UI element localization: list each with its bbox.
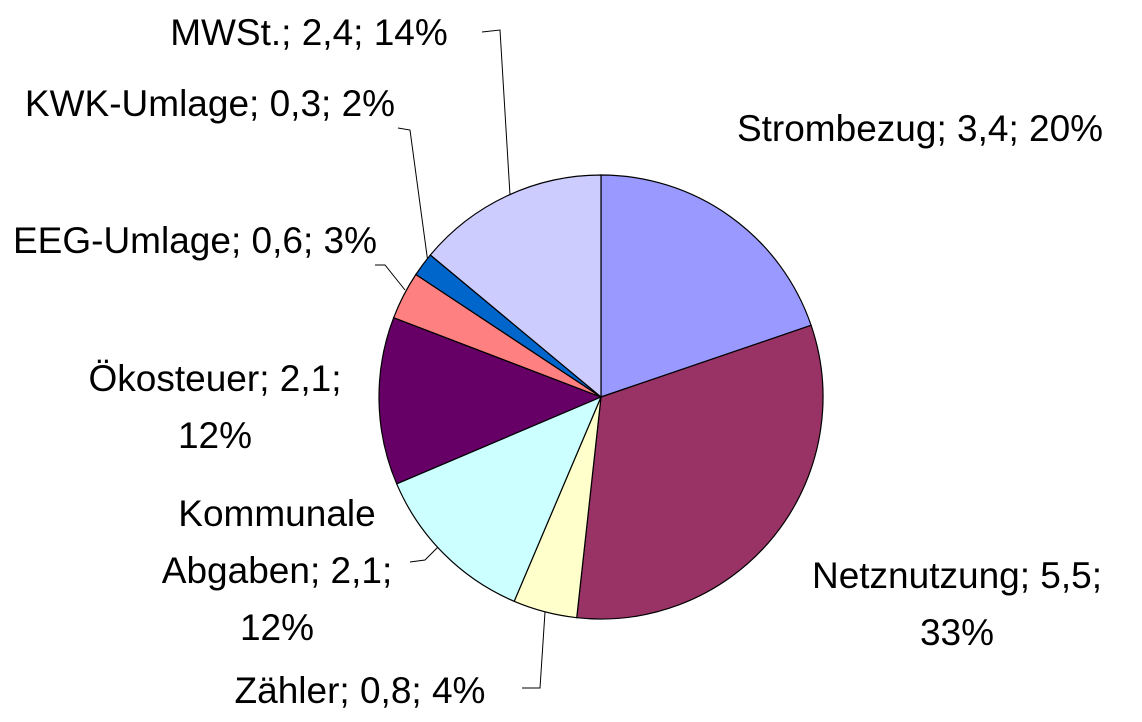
value-label: 0,3 <box>269 83 322 124</box>
leader-line <box>481 29 511 196</box>
category-name: Kommunale Abgaben <box>161 493 376 591</box>
label-separator: ; <box>259 358 280 399</box>
leader-line <box>522 611 546 689</box>
category-name: MWSt. <box>170 12 282 53</box>
data-label: KWK-Umlage; 0,3; 2% <box>15 75 405 132</box>
percent-label: 20% <box>1029 108 1104 149</box>
pie-slice <box>378 316 603 485</box>
percent-label: 3% <box>323 220 377 261</box>
category-name: Ökosteuer <box>88 358 260 399</box>
label-separator: ; <box>230 220 252 261</box>
value-label: 2,1 <box>330 550 382 591</box>
data-label: EEG-Umlage; 0,6; 3% <box>5 212 385 269</box>
label-separator: ; <box>1019 555 1041 596</box>
label-separator: ; <box>411 670 432 711</box>
percent-label: 12% <box>239 607 315 648</box>
percent-label: 2% <box>341 83 396 124</box>
percent-label: 12% <box>177 415 253 456</box>
label-separator: ; <box>281 12 302 53</box>
pie-slice <box>429 174 602 399</box>
leader-line <box>375 264 406 291</box>
data-label: Netznutzung; 5,5; 33% <box>772 547 1142 661</box>
value-label: 2,4 <box>301 12 354 53</box>
leader-line <box>397 127 429 264</box>
data-label: Strombezug; 3,4; 20% <box>735 100 1105 157</box>
value-label: 2,1 <box>279 358 332 399</box>
category-name: Zähler <box>234 670 340 711</box>
pie-slice <box>600 174 812 398</box>
label-separator: ; <box>353 12 374 53</box>
category-name: Strombezug <box>736 108 937 149</box>
category-name: Netznutzung <box>811 555 1020 596</box>
data-label: Ökosteuer; 2,1; 12% <box>55 350 375 464</box>
label-separator: ; <box>381 550 393 591</box>
data-label: Zähler; 0,8; 4% <box>170 662 550 719</box>
label-separator: ; <box>936 108 957 149</box>
value-label: 5,5 <box>1040 555 1092 596</box>
leader-lines <box>375 29 546 689</box>
pie-slice <box>576 324 824 620</box>
label-separator: ; <box>339 670 360 711</box>
data-label: Kommunale Abgaben; 2,1; 12% <box>137 485 417 656</box>
percent-label: 14% <box>373 12 448 53</box>
label-separator: ; <box>302 220 324 261</box>
label-separator: ; <box>1091 555 1103 596</box>
label-separator: ; <box>309 550 331 591</box>
label-separator: ; <box>321 83 342 124</box>
percent-label: 33% <box>919 612 995 653</box>
data-label: MWSt.; 2,4; 14% <box>99 4 519 61</box>
category-name: EEG-Umlage <box>13 220 231 261</box>
value-label: 0,8 <box>359 670 412 711</box>
pie-slice <box>395 395 603 603</box>
value-label: 0,6 <box>251 220 303 261</box>
category-name: KWK-Umlage <box>24 83 250 124</box>
value-label: 3,4 <box>957 108 1009 149</box>
label-separator: ; <box>249 83 270 124</box>
percent-label: 4% <box>431 670 486 711</box>
leader-line <box>409 544 441 563</box>
label-separator: ; <box>331 358 342 399</box>
label-separator: ; <box>1008 108 1029 149</box>
